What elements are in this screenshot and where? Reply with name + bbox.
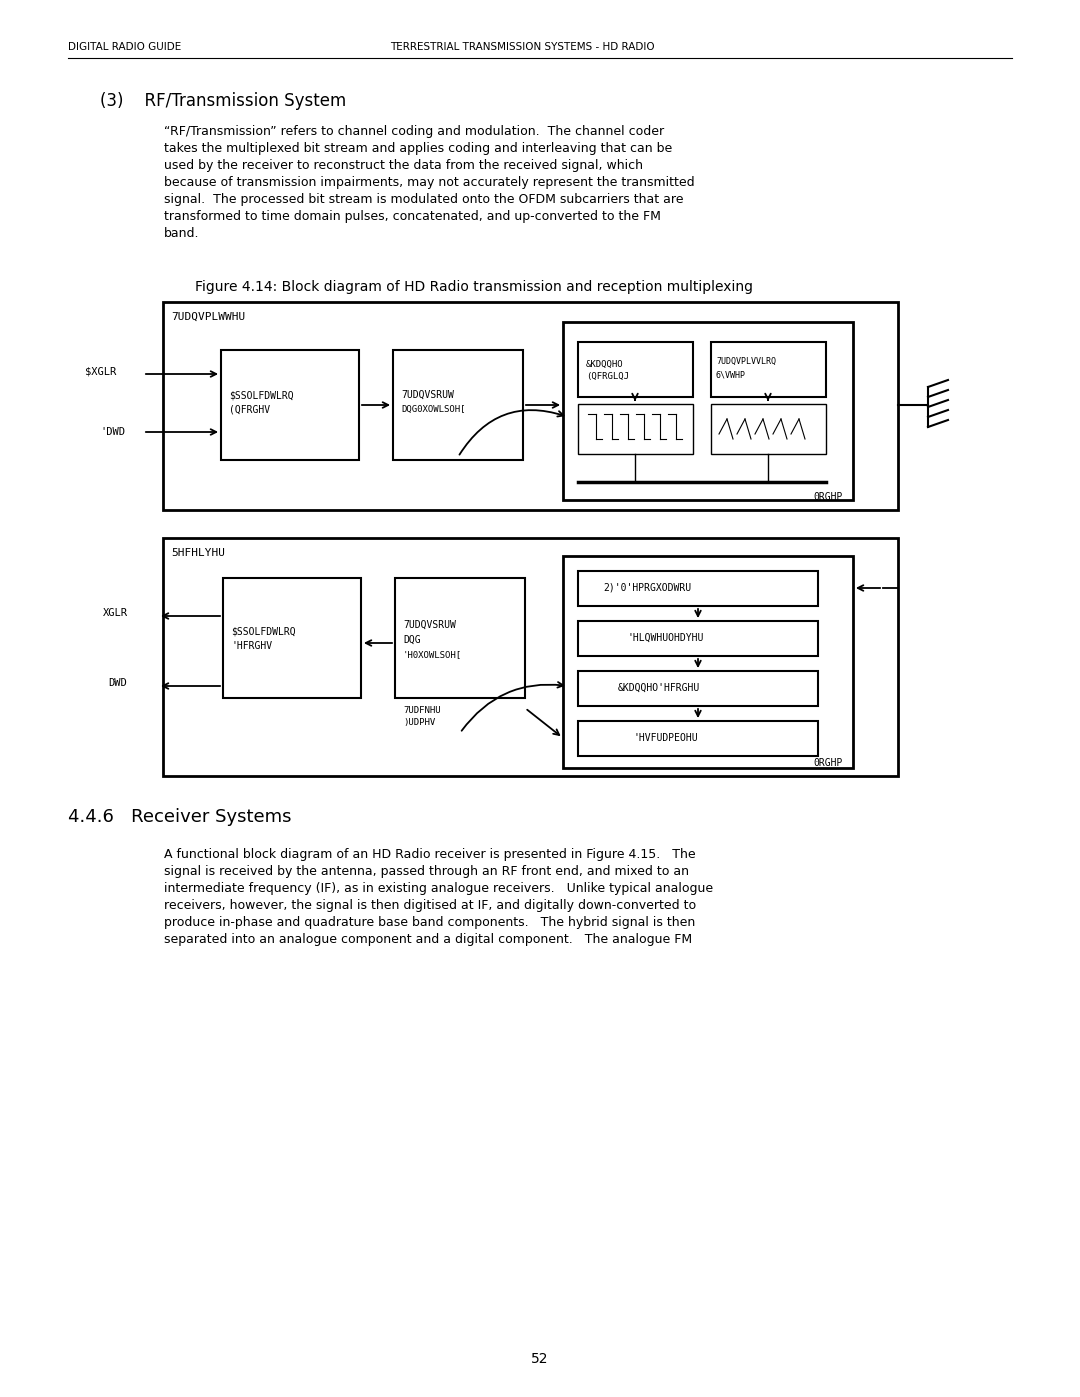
Text: transformed to time domain pulses, concatenated, and up-converted to the FM: transformed to time domain pulses, conca…	[164, 210, 661, 224]
Bar	[393, 351, 523, 460]
Text: separated into an analogue component and a digital component.   The analogue FM: separated into an analogue component and…	[164, 933, 692, 946]
Text: (QFRGHV: (QFRGHV	[229, 405, 270, 415]
Text: 7UDQVPLVVLRQ: 7UDQVPLVVLRQ	[716, 358, 777, 366]
Text: intermediate frequency (IF), as in existing analogue receivers.   Unlike typical: intermediate frequency (IF), as in exist…	[164, 882, 713, 895]
Text: &KDQQHO'HFRGHU: &KDQQHO'HFRGHU	[618, 683, 700, 693]
Text: 52: 52	[531, 1352, 549, 1366]
Text: Figure 4.14: Block diagram of HD Radio transmission and reception multiplexing: Figure 4.14: Block diagram of HD Radio t…	[195, 279, 753, 293]
Text: used by the receiver to reconstruct the data from the received signal, which: used by the receiver to reconstruct the …	[164, 159, 643, 172]
Text: $SSOLFDWLRQ: $SSOLFDWLRQ	[231, 626, 296, 636]
Bar	[711, 342, 826, 397]
Text: 0RGHP: 0RGHP	[813, 492, 842, 502]
Bar	[163, 302, 897, 510]
Text: DQG0XOWLSOH[: DQG0XOWLSOH[	[401, 405, 465, 414]
Text: TERRESTRIAL TRANSMISSION SYSTEMS - HD RADIO: TERRESTRIAL TRANSMISSION SYSTEMS - HD RA…	[390, 42, 654, 52]
Bar	[222, 578, 361, 698]
Text: signal.  The processed bit stream is modulated onto the OFDM subcarriers that ar: signal. The processed bit stream is modu…	[164, 193, 684, 205]
Text: signal is received by the antenna, passed through an RF front end, and mixed to : signal is received by the antenna, passe…	[164, 865, 689, 877]
Text: 'HLQWHUOHDYHU: 'HLQWHUOHDYHU	[627, 633, 704, 643]
Text: 'HVFUDPEOHU: 'HVFUDPEOHU	[633, 733, 698, 743]
Text: 'H0XOWLSOH[: 'H0XOWLSOH[	[403, 650, 462, 659]
Text: 6\VWHP: 6\VWHP	[716, 370, 746, 379]
Text: )UDPHV: )UDPHV	[403, 718, 435, 726]
Text: 4.4.6   Receiver Systems: 4.4.6 Receiver Systems	[68, 807, 292, 826]
Text: 'HFRGHV: 'HFRGHV	[231, 641, 272, 651]
Text: (3)    RF/Transmission System: (3) RF/Transmission System	[100, 92, 347, 110]
Text: 0RGHP: 0RGHP	[813, 759, 842, 768]
Bar	[578, 721, 818, 756]
Bar	[578, 342, 693, 397]
Text: 5HFHLYHU: 5HFHLYHU	[171, 548, 225, 557]
Text: 7UDFNHU: 7UDFNHU	[403, 705, 441, 715]
Bar	[221, 351, 359, 460]
Bar	[578, 571, 818, 606]
Bar	[563, 321, 853, 500]
Bar	[395, 578, 525, 698]
Bar	[711, 404, 826, 454]
Text: $XGLR: $XGLR	[85, 367, 117, 377]
Text: DIGITAL RADIO GUIDE: DIGITAL RADIO GUIDE	[68, 42, 181, 52]
Text: DQG: DQG	[403, 636, 420, 645]
Bar	[163, 538, 897, 775]
Text: XGLR: XGLR	[103, 608, 129, 617]
Text: takes the multiplexed bit stream and applies coding and interleaving that can be: takes the multiplexed bit stream and app…	[164, 142, 672, 155]
Text: 2)'0'HPRGXODWRU: 2)'0'HPRGXODWRU	[603, 583, 691, 592]
Text: A functional block diagram of an HD Radio receiver is presented in Figure 4.15. : A functional block diagram of an HD Radi…	[164, 848, 696, 861]
Bar	[578, 404, 693, 454]
Text: 7UDQVPLWWHU: 7UDQVPLWWHU	[171, 312, 245, 321]
Text: 7UDQVSRUW: 7UDQVSRUW	[403, 620, 456, 630]
Bar	[578, 622, 818, 657]
Text: produce in-phase and quadrature base band components.   The hybrid signal is the: produce in-phase and quadrature base ban…	[164, 916, 696, 929]
Text: &KDQQHO: &KDQQHO	[586, 360, 623, 369]
Text: DWD: DWD	[108, 678, 126, 687]
Text: 7UDQVSRUW: 7UDQVSRUW	[401, 390, 454, 400]
Text: band.: band.	[164, 226, 200, 240]
Text: $SSOLFDWLRQ: $SSOLFDWLRQ	[229, 390, 294, 400]
Text: 'DWD: 'DWD	[100, 427, 125, 437]
Bar	[578, 671, 818, 705]
Text: because of transmission impairments, may not accurately represent the transmitte: because of transmission impairments, may…	[164, 176, 694, 189]
Text: (QFRGLQJ: (QFRGLQJ	[586, 372, 629, 381]
Bar	[563, 556, 853, 768]
Text: “RF/Transmission” refers to channel coding and modulation.  The channel coder: “RF/Transmission” refers to channel codi…	[164, 124, 664, 138]
Text: receivers, however, the signal is then digitised at IF, and digitally down-conve: receivers, however, the signal is then d…	[164, 900, 697, 912]
